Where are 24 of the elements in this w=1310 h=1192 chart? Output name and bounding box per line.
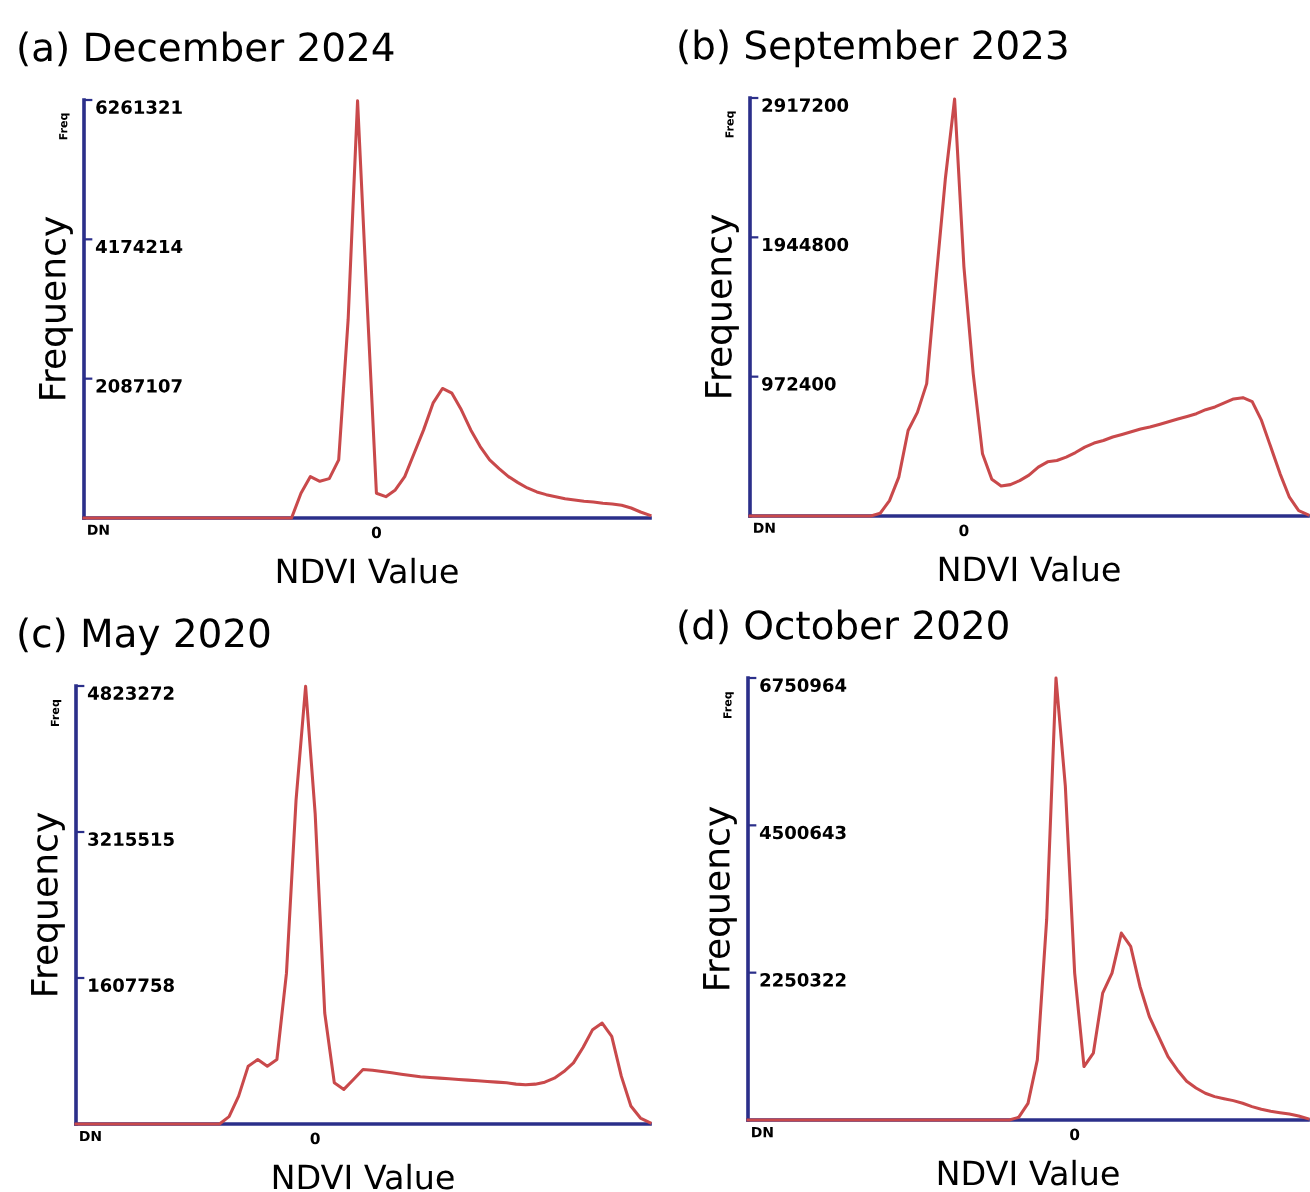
y-tick-label: 2917200	[762, 98, 849, 112]
y-tick-label: 6750964	[760, 678, 847, 692]
y-axis-title: Frequency	[705, 214, 739, 397]
chart-title: (d) October 2020	[679, 609, 1008, 645]
y-tick-label: 2087107	[96, 378, 182, 393]
y-axis-title: Frequency	[703, 806, 737, 989]
y-axis-title: Frequency	[31, 812, 65, 995]
x-axis-title: NDVI Value	[938, 1159, 1119, 1186]
x-axis-title: NDVI Value	[939, 555, 1120, 582]
y-tick-label: 4500643	[759, 825, 846, 840]
y-tick-label: 2250322	[760, 972, 846, 987]
y-tick-label: 4174214	[95, 239, 183, 254]
chart-title: (b) September 2023	[679, 29, 1067, 68]
y-axis-title: Frequency	[39, 216, 73, 399]
x-axis-title: NDVI Value	[273, 1163, 454, 1190]
y-tick-label: 4823272	[87, 686, 174, 700]
x-axis-title: NDVI Value	[277, 557, 458, 584]
y-tick-label: 1944800	[763, 237, 849, 252]
chart-title: (c) May 2020	[19, 617, 270, 656]
chart-title: (a) December 2024	[19, 31, 394, 67]
y-tick-label: 3215515	[88, 832, 174, 846]
y-tick-label: 6261321	[96, 100, 182, 114]
y-tick-label: 1607758	[89, 978, 174, 992]
y-tick-label: 972400	[762, 376, 836, 391]
